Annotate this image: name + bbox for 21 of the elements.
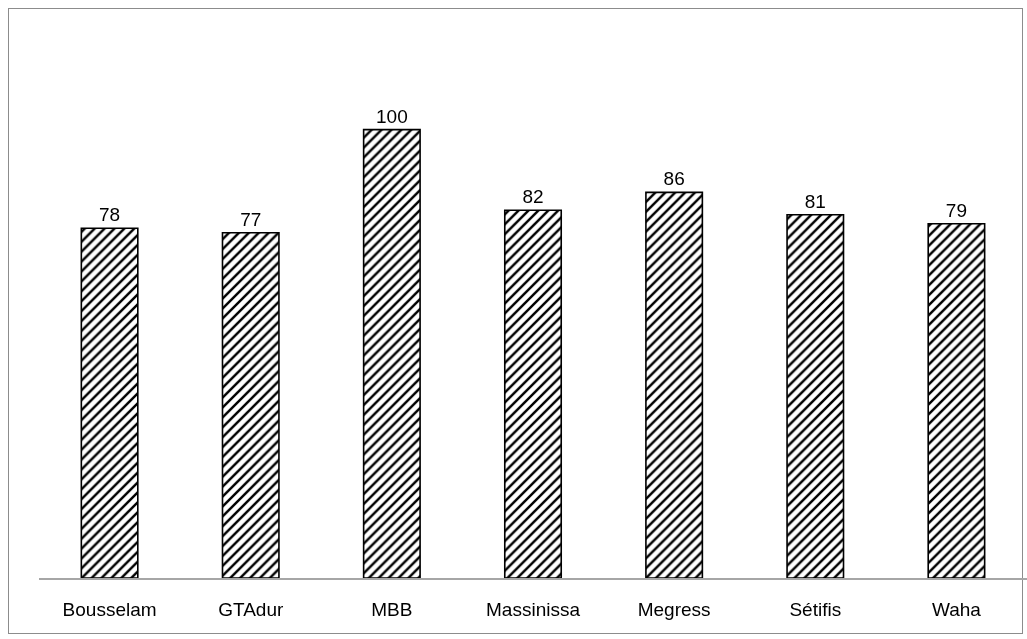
data-label: 79 [945, 199, 967, 221]
data-label: 86 [663, 168, 685, 190]
bar [362, 128, 421, 578]
bar [221, 231, 280, 578]
bar [503, 209, 563, 578]
bar [645, 191, 704, 578]
x-tick-label: Waha [931, 599, 982, 621]
x-tick-label: Megress [637, 599, 711, 621]
bar [786, 214, 845, 578]
x-tick-label: GTAdur [218, 599, 284, 621]
data-label: 100 [376, 105, 408, 127]
data-label: 82 [522, 186, 544, 208]
data-label: 81 [804, 190, 826, 212]
data-label: 77 [240, 208, 262, 230]
x-tick-label: Massinissa [486, 599, 581, 621]
x-tick-label: Sétifis [789, 599, 842, 621]
x-tick-label: MBB [371, 599, 413, 621]
bar [927, 222, 986, 578]
data-label: 78 [99, 204, 121, 226]
x-tick-label: Bousselam [62, 599, 157, 621]
bar [80, 227, 139, 578]
